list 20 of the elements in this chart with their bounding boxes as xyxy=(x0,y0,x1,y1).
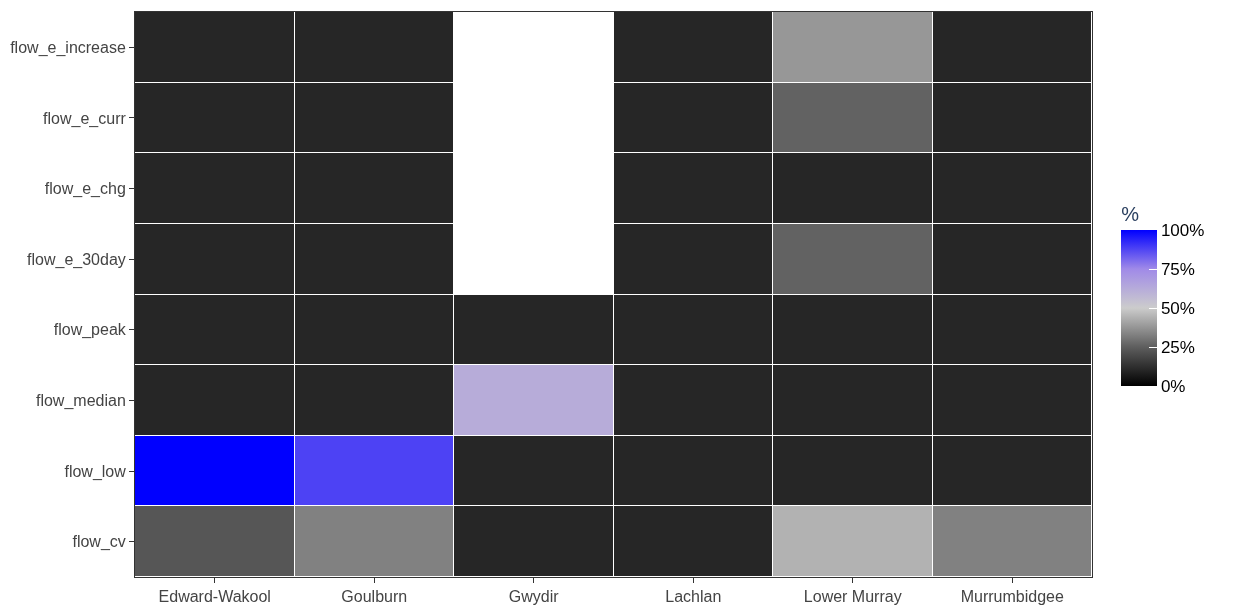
x-tick-label: Lachlan xyxy=(665,588,722,606)
x-tick-label: Goulburn xyxy=(341,588,408,606)
y-tick-label: flow_e_curr xyxy=(43,109,127,128)
color-bar-label: 100% xyxy=(1160,220,1205,240)
color-bar-label: 0% xyxy=(1160,376,1186,396)
color-bar-label: 25% xyxy=(1160,337,1195,357)
y-tick-label: flow_cv xyxy=(72,533,126,552)
color-bar-label: 75% xyxy=(1160,259,1195,279)
x-tick-label: Murrumbidgee xyxy=(960,588,1064,606)
x-tick-label: Edward-Wakool xyxy=(158,588,271,606)
x-tick-label: Gwydir xyxy=(508,588,560,606)
color-bar-label: 50% xyxy=(1160,298,1195,318)
y-tick-label: flow_peak xyxy=(53,321,127,340)
y-tick-label: flow_e_30day xyxy=(27,250,126,269)
y-tick-label: flow_median xyxy=(35,392,126,411)
y-tick-label: flow_low xyxy=(64,462,127,481)
y-tick-label: flow_e_increase xyxy=(10,38,126,57)
x-tick-label: Lower Murray xyxy=(803,588,902,606)
color-bar-title: % xyxy=(1121,203,1140,225)
y-tick-label: flow_e_chg xyxy=(44,180,126,199)
